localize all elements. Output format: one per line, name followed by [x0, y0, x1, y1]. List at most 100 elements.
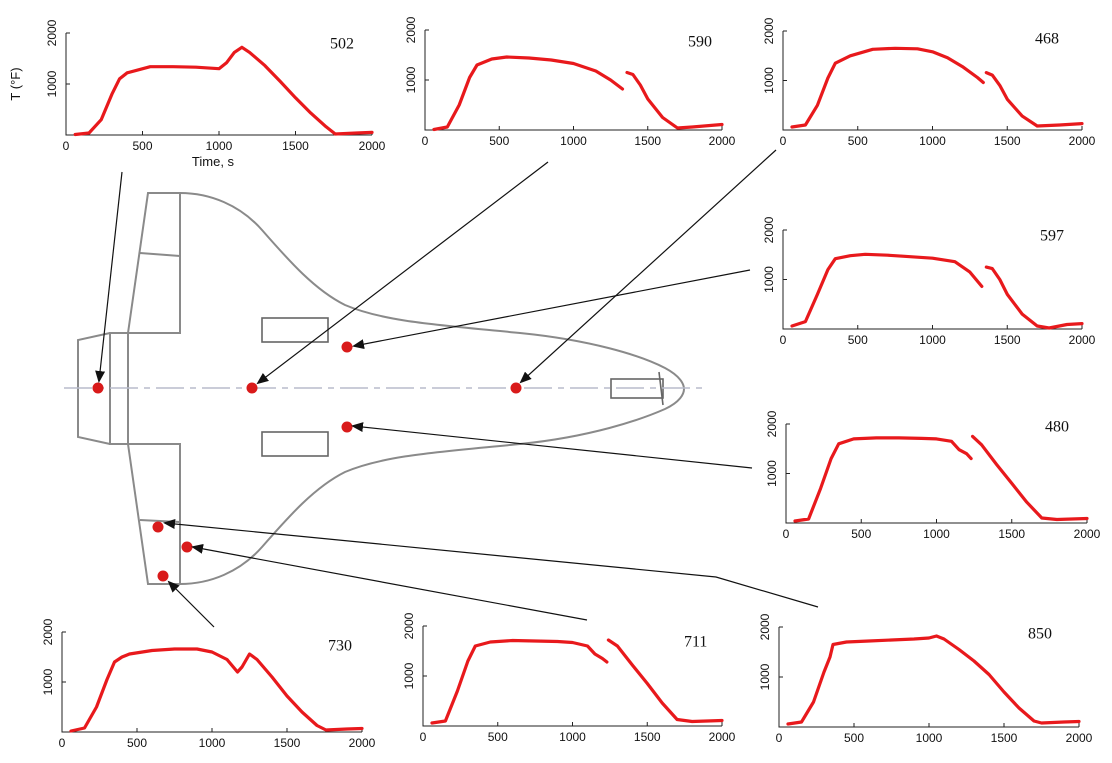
plot-850-ytick-label: 2000 [758, 613, 772, 640]
plot-850-xtick-label: 2000 [1066, 731, 1093, 745]
plot-590-xtick-label: 2000 [709, 134, 736, 148]
plot-597-xtick-label: 0 [780, 333, 787, 347]
temperature-plots: 0 500 1000 1500 2000 1000 2000 502 T (°F) Time, s… [8, 16, 1101, 750]
plot-730-xtick-label: 1500 [274, 736, 301, 750]
plot-730-xtick-label: 500 [127, 736, 147, 750]
plot-502: 0 500 1000 1500 2000 1000 2000 502 T (°F) Time, s [8, 19, 386, 169]
plot-502-curve [73, 45, 374, 137]
plot-502-ytick-label: 1000 [45, 70, 59, 97]
plot-730-ytick-label: 2000 [41, 618, 55, 645]
plot-468-xtick-label: 2000 [1069, 134, 1096, 148]
plot-711-xtick-label: 0 [420, 730, 427, 744]
plot-730: 0 500 1000 1500 2000 1000 2000 730 [41, 618, 376, 750]
plot-480-curve-2 [971, 434, 1089, 522]
plot-480-xtick-label: 0 [783, 527, 790, 541]
leader-597 [352, 269, 751, 350]
sensor-850-dot [152, 521, 164, 533]
nose-gear-strut [658, 371, 664, 406]
main-gear-door-lower [261, 431, 329, 457]
sensor-597-dot [341, 341, 353, 353]
leader-711 [191, 543, 588, 621]
plot-597-axes [782, 230, 1082, 330]
plot-468-title: 468 [1035, 30, 1059, 47]
plot-711-ytick-label: 2000 [402, 612, 416, 639]
plot-590-curve-2 [625, 70, 724, 130]
plot-730-title: 730 [328, 637, 352, 654]
plot-590-xtick-label: 1000 [560, 134, 587, 148]
plot-597-title: 597 [1040, 227, 1064, 244]
plot-480-ytick-label: 1000 [765, 460, 779, 487]
plot-590: 0 500 1000 1500 2000 1000 2000 590 [404, 16, 736, 148]
plot-711: 0 500 1000 1500 2000 1000 2000 711 [402, 612, 736, 744]
plot-850-curve [786, 634, 1081, 726]
sensor-502-dot [92, 382, 104, 394]
plot-468-ytick-label: 2000 [762, 17, 776, 44]
plot-480-xtick-label: 2000 [1074, 527, 1101, 541]
plot-711-curve [430, 638, 609, 725]
plot-597-xtick-label: 2000 [1069, 333, 1096, 347]
lower-elevon-outboard [126, 443, 181, 585]
plot-730-ytick-label: 1000 [41, 668, 55, 695]
plot-502-xtick-label: 2000 [359, 139, 386, 153]
plot-468-xtick-label: 1500 [994, 134, 1021, 148]
plot-597-xtick-label: 1000 [919, 333, 946, 347]
leader-lines [95, 149, 819, 628]
plot-468-curve [790, 46, 985, 129]
sensor-730-dot [157, 570, 169, 582]
lower-elevon-divider [139, 519, 181, 523]
plot-502-xtick-label: 1000 [206, 139, 233, 153]
sensor-590-dot [246, 382, 258, 394]
plot-480-xtick-label: 1500 [998, 527, 1025, 541]
leader-480 [351, 422, 753, 469]
plot-468-xtick-label: 1000 [919, 134, 946, 148]
plot-468: 0 500 1000 1500 2000 1000 2000 468 [762, 17, 1096, 148]
plot-590-curve [432, 55, 625, 132]
plot-711-xtick-label: 2000 [709, 730, 736, 744]
plot-597-xtick-label: 1500 [994, 333, 1021, 347]
plot-480-ytick-label: 2000 [765, 410, 779, 437]
plot-597-xtick-label: 500 [848, 333, 868, 347]
plot-850: 0 500 1000 1500 2000 1000 2000 850 [758, 613, 1093, 745]
plot-850-xtick-label: 500 [844, 731, 864, 745]
plot-502-xtick-label: 1500 [282, 139, 309, 153]
plot-711-curve-2 [606, 638, 724, 724]
plot-711-xtick-label: 500 [488, 730, 508, 744]
plot-502-axes [65, 33, 372, 136]
plot-502-xtick-label: 500 [132, 139, 152, 153]
plot-468-xtick-label: 500 [848, 134, 868, 148]
plot-850-title: 850 [1028, 625, 1052, 642]
plot-850-xtick-label: 0 [776, 731, 783, 745]
plot-590-ytick-label: 2000 [404, 16, 418, 43]
plot-590-title: 590 [688, 33, 712, 50]
leader-502 [95, 171, 123, 383]
plot-590-ytick-label: 1000 [404, 66, 418, 93]
sensor-points [92, 341, 522, 582]
plot-730-curve [69, 647, 364, 733]
plot-711-title: 711 [684, 633, 707, 650]
plot-502-xlabel: Time, s [192, 154, 235, 169]
plot-730-xtick-label: 0 [59, 736, 66, 750]
plot-480-title: 480 [1045, 418, 1069, 435]
plot-711-ytick-label: 1000 [402, 662, 416, 689]
plot-468-xtick-label: 0 [780, 134, 787, 148]
plot-480-xtick-label: 1000 [923, 527, 950, 541]
lower-wing-edge [179, 388, 685, 585]
plot-850-ytick-label: 1000 [758, 663, 772, 690]
plot-590-xtick-label: 500 [489, 134, 509, 148]
plot-597-curve-2 [984, 265, 1084, 330]
plot-850-xtick-label: 1000 [916, 731, 943, 745]
plot-590-xtick-label: 1500 [634, 134, 661, 148]
leader-850 [163, 518, 819, 608]
plot-711-xtick-label: 1500 [634, 730, 661, 744]
plot-590-xtick-label: 0 [422, 134, 429, 148]
sensor-480-dot [341, 421, 353, 433]
plot-711-xtick-label: 1000 [559, 730, 586, 744]
plot-730-xtick-label: 2000 [349, 736, 376, 750]
sensor-468-dot [510, 382, 522, 394]
leader-590 [256, 161, 549, 385]
upper-elevon-divider [139, 252, 181, 257]
upper-wing-edge [179, 192, 685, 390]
plot-502-title: 502 [330, 35, 354, 52]
sensor-711-dot [181, 541, 193, 553]
